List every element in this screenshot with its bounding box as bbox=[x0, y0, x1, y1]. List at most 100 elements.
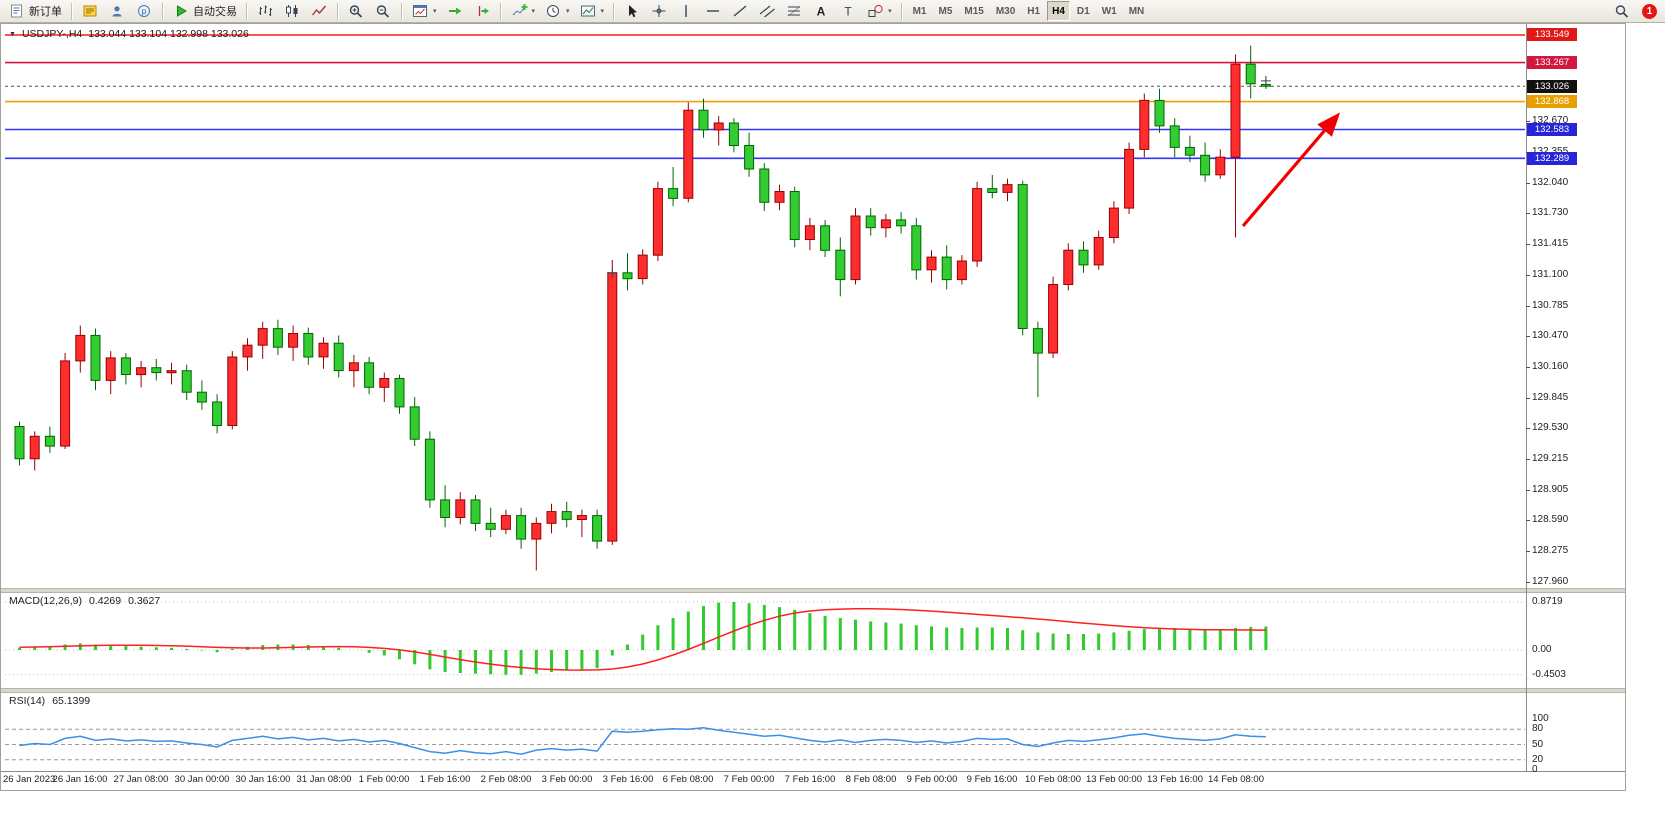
indicators-button[interactable]: ▾ bbox=[507, 1, 540, 21]
timeframe-h1-button[interactable]: H1 bbox=[1022, 1, 1045, 21]
charts-panel-button[interactable] bbox=[78, 1, 103, 21]
text-button[interactable]: A bbox=[809, 1, 834, 21]
candle bbox=[60, 360, 71, 447]
candle bbox=[713, 122, 724, 131]
new-order-button[interactable]: 新订单 bbox=[5, 1, 66, 21]
axis-tick bbox=[1526, 275, 1530, 276]
auto-scroll-button[interactable] bbox=[443, 1, 468, 21]
indicators-icon bbox=[511, 4, 528, 18]
timeframe-m1-button[interactable]: M1 bbox=[908, 1, 932, 21]
price-line-badge: 132.289 bbox=[1527, 152, 1577, 165]
chart-shift-button[interactable] bbox=[470, 1, 495, 21]
timeframe-h4-button[interactable]: H4 bbox=[1047, 1, 1070, 21]
candle bbox=[1063, 249, 1074, 285]
time-tick-label: 10 Feb 08:00 bbox=[1025, 774, 1081, 785]
time-tick-label: 13 Feb 16:00 bbox=[1147, 774, 1203, 785]
trendline-icon bbox=[732, 4, 749, 18]
timeframe-mn-button[interactable]: MN bbox=[1124, 1, 1150, 21]
notification-badge[interactable]: 1 bbox=[1642, 3, 1657, 19]
zoom-in-button[interactable] bbox=[344, 1, 369, 21]
timeframe-m30-button[interactable]: M30 bbox=[991, 1, 1020, 21]
axis-tick bbox=[1526, 183, 1530, 184]
candle bbox=[774, 191, 785, 203]
time-tick-label: 3 Feb 16:00 bbox=[602, 774, 654, 785]
time-tick-label: 13 Feb 00:00 bbox=[1086, 774, 1142, 785]
crosshair-button[interactable] bbox=[647, 1, 672, 21]
axis-tick bbox=[1526, 398, 1530, 399]
templates-button[interactable]: ▾ bbox=[576, 1, 609, 21]
candle bbox=[987, 188, 998, 194]
candle bbox=[166, 370, 177, 374]
rsi-scale-label: 80 bbox=[1532, 723, 1544, 734]
timeframe-d1-button[interactable]: D1 bbox=[1072, 1, 1095, 21]
ohlc-values-label: 133.044 133.104 132.998 133.026 bbox=[88, 28, 249, 40]
trend-arrow-annotation[interactable] bbox=[1241, 112, 1341, 228]
candle bbox=[212, 401, 223, 426]
candle bbox=[348, 362, 359, 372]
fibo-icon bbox=[786, 4, 803, 18]
candle bbox=[288, 333, 299, 348]
toolbar-separator bbox=[613, 2, 616, 20]
price-line-badge: 132.868 bbox=[1527, 95, 1577, 108]
text-icon: A bbox=[813, 4, 830, 19]
search-button[interactable] bbox=[1610, 1, 1635, 21]
channel-button[interactable] bbox=[755, 1, 780, 21]
rsi-scale-label: 100 bbox=[1532, 713, 1549, 724]
new-chart-button[interactable]: ▾ bbox=[408, 1, 441, 21]
timeframe-m15-button[interactable]: M15 bbox=[959, 1, 988, 21]
zoom-out-button[interactable] bbox=[371, 1, 396, 21]
toolbar-separator bbox=[401, 2, 403, 20]
fibonacci-button[interactable] bbox=[782, 1, 807, 21]
chart-window: 132.670 132.355 132.040 131.730 131.415 131.1… bbox=[0, 23, 1626, 791]
rsi-panel-svg[interactable] bbox=[5, 693, 1525, 771]
candle bbox=[242, 344, 253, 358]
community-button[interactable] bbox=[105, 1, 130, 21]
line-chart-button[interactable] bbox=[307, 1, 332, 21]
search-icon bbox=[1614, 4, 1631, 18]
macd-panel-divider[interactable] bbox=[1, 588, 1625, 593]
periods-icon bbox=[545, 4, 562, 18]
time-tick-label: 9 Feb 16:00 bbox=[966, 774, 1018, 785]
rsi-name-label: RSI(14) bbox=[9, 695, 46, 707]
candle-chart-button[interactable] bbox=[280, 1, 305, 21]
autotrade-button[interactable]: 自动交易 bbox=[169, 1, 241, 21]
price-tick-label: 128.275 bbox=[1532, 545, 1569, 556]
bar-chart-button[interactable] bbox=[253, 1, 278, 21]
candle bbox=[516, 515, 527, 540]
label-button[interactable]: T bbox=[836, 1, 861, 21]
svg-text:p: p bbox=[142, 7, 147, 16]
periods-button[interactable]: ▾ bbox=[541, 1, 574, 21]
trendline-button[interactable] bbox=[728, 1, 753, 21]
macd-panel-svg[interactable] bbox=[5, 593, 1525, 688]
collapse-arrow-icon[interactable]: ▼ bbox=[9, 30, 16, 38]
help-button[interactable]: p bbox=[132, 1, 157, 21]
time-tick-label: 2 Feb 08:00 bbox=[480, 774, 532, 785]
candle bbox=[1169, 125, 1180, 148]
timeframe-w1-button[interactable]: W1 bbox=[1097, 1, 1122, 21]
candle bbox=[227, 356, 238, 426]
candle bbox=[896, 219, 907, 227]
timeframe-m5-button[interactable]: M5 bbox=[933, 1, 957, 21]
time-tick-label: 1 Feb 00:00 bbox=[358, 774, 410, 785]
shapes-button[interactable]: ▾ bbox=[863, 1, 896, 21]
macd-main-value: 0.4269 bbox=[88, 595, 122, 607]
symbol-period-label: USDJPY-,H4 bbox=[21, 28, 83, 40]
candle bbox=[728, 122, 739, 146]
time-tick-label: 1 Feb 16:00 bbox=[419, 774, 471, 785]
cursor-button[interactable] bbox=[620, 1, 645, 21]
time-tick-label: 31 Jan 08:00 bbox=[296, 774, 352, 785]
macd-signal-value: 0.3627 bbox=[128, 595, 161, 607]
hline-button[interactable] bbox=[701, 1, 726, 21]
candle bbox=[1154, 99, 1165, 127]
price-tick-label: 132.040 bbox=[1532, 177, 1569, 188]
vline-button[interactable] bbox=[674, 1, 699, 21]
time-tick-label: 14 Feb 08:00 bbox=[1208, 774, 1264, 785]
candle bbox=[455, 499, 466, 518]
dropdown-caret-icon: ▾ bbox=[600, 8, 605, 15]
time-tick-label: 7 Feb 16:00 bbox=[784, 774, 836, 785]
main-chart-svg[interactable] bbox=[5, 28, 1525, 588]
auto-scroll-icon bbox=[447, 4, 464, 18]
axis-tick bbox=[1526, 428, 1530, 429]
rsi-panel-divider[interactable] bbox=[1, 688, 1625, 693]
svg-text:A: A bbox=[817, 5, 826, 19]
